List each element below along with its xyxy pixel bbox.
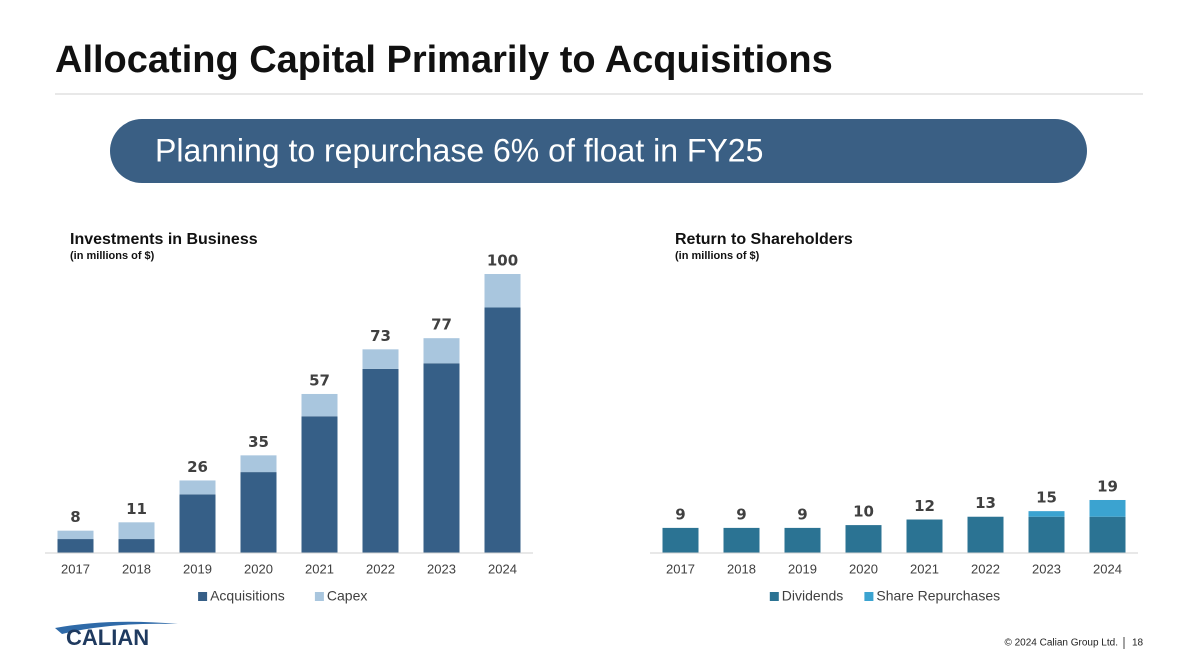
bar-segment: [784, 527, 821, 553]
copyright: © 2024 Calian Group Ltd.: [1004, 638, 1118, 649]
bar-segment: [662, 527, 699, 553]
bar-segment: [57, 539, 94, 553]
bar-segment: [1089, 499, 1126, 517]
x-tick-label: 2024: [1093, 561, 1122, 576]
legend-swatch: [864, 592, 874, 601]
bar-segment: [484, 307, 521, 553]
bar-segment: [240, 455, 277, 473]
x-tick-label: 2019: [788, 561, 817, 576]
total-label: 9: [797, 505, 807, 523]
x-tick-label: 2017: [666, 561, 695, 576]
x-tick-label: 2021: [910, 561, 939, 576]
x-tick-label: 2019: [183, 561, 212, 576]
x-tick-label: 2024: [488, 561, 517, 576]
bar-segment: [301, 393, 338, 417]
banner-bg: [110, 119, 1087, 183]
page-number: 18: [1132, 638, 1144, 649]
total-label: 57: [309, 371, 330, 389]
total-label: 11: [126, 500, 147, 518]
bar-segment: [118, 539, 155, 553]
logo: CALIAN: [66, 625, 149, 650]
x-tick-label: 2021: [305, 561, 334, 576]
chart-subtitle: (in millions of $): [675, 250, 760, 262]
legend-swatch: [314, 592, 324, 601]
slide-title: Allocating Capital Primarily to Acquisit…: [55, 39, 833, 81]
x-tick-label: 2022: [971, 561, 1000, 576]
total-label: 9: [736, 505, 746, 523]
banner-text: Planning to repurchase 6% of float in FY…: [155, 132, 763, 168]
bar-segment: [301, 416, 338, 553]
chart-title: Return to Shareholders: [675, 231, 853, 248]
bar-segment: [1028, 516, 1065, 553]
bar-segment: [484, 274, 521, 308]
x-tick-label: 2020: [849, 561, 878, 576]
total-label: 12: [914, 497, 935, 515]
bar-segment: [423, 363, 460, 553]
bar-segment: [362, 349, 399, 369]
bar-segment: [240, 472, 277, 553]
total-label: 19: [1097, 477, 1118, 495]
x-tick-label: 2020: [244, 561, 273, 576]
bar-segment: [179, 480, 216, 495]
x-tick-label: 2023: [1032, 561, 1061, 576]
total-label: 13: [975, 494, 996, 512]
legend-swatch: [198, 592, 208, 601]
x-tick-label: 2023: [427, 561, 456, 576]
bar-segment: [57, 530, 94, 540]
total-label: 9: [675, 505, 685, 523]
bar-segment: [1089, 516, 1126, 553]
total-label: 77: [431, 316, 452, 334]
total-label: 8: [70, 508, 80, 526]
x-tick-label: 2018: [727, 561, 756, 576]
total-label: 10: [853, 503, 874, 521]
bar-segment: [118, 522, 155, 540]
legend-swatch: [769, 592, 779, 601]
total-label: 26: [187, 458, 208, 476]
chart-subtitle: (in millions of $): [70, 250, 155, 262]
legend-label: Capex: [327, 588, 367, 604]
total-label: 73: [370, 327, 391, 345]
x-tick-label: 2022: [366, 561, 395, 576]
bar-segment: [1028, 511, 1065, 517]
total-label: 15: [1036, 489, 1057, 507]
logo-swoosh: [55, 621, 178, 634]
total-label: 100: [487, 252, 518, 270]
bar-segment: [967, 516, 1004, 553]
bar-segment: [845, 525, 882, 553]
legend-label: Acquisitions: [210, 588, 285, 604]
bar-segment: [723, 527, 760, 553]
legend-label: Share Repurchases: [876, 588, 1000, 604]
chart-title: Investments in Business: [70, 231, 258, 248]
bar-segment: [906, 519, 943, 553]
legend-label: Dividends: [782, 588, 843, 604]
bar-segment: [423, 338, 460, 364]
bar-segment: [362, 368, 399, 553]
total-label: 35: [248, 433, 269, 451]
x-tick-label: 2017: [61, 561, 90, 576]
x-tick-label: 2018: [122, 561, 151, 576]
bar-segment: [179, 494, 216, 553]
